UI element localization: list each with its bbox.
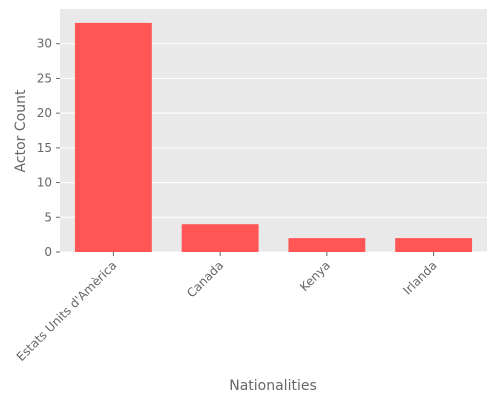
y-tick-label: 30 (37, 37, 52, 51)
y-tick-label: 5 (44, 210, 52, 224)
bar (74, 22, 152, 253)
x-tick-label: Canada (184, 258, 226, 300)
y-tick-label: 20 (37, 106, 52, 120)
bars (74, 22, 473, 253)
y-axis-title: Actor Count (13, 89, 29, 172)
y-tick-label: 10 (37, 176, 52, 190)
x-axis-title: Nationalities (229, 378, 317, 394)
bar (288, 238, 366, 252)
y-tick-label: 15 (37, 141, 52, 155)
y-tick-label: 0 (44, 245, 52, 259)
x-tick-label: Kenya (297, 258, 333, 294)
x-tick-label: Irlanda (400, 258, 439, 297)
x-tick-label: Estats Units d'Amèrica (14, 258, 120, 364)
y-tick-label: 25 (37, 71, 52, 85)
bar (395, 238, 473, 252)
x-axis-ticks: Estats Units d'Amèrica Canada Kenya Irlanda (14, 252, 440, 364)
bar (181, 224, 259, 252)
y-axis-ticks: 0 5 10 15 20 25 30 (37, 37, 60, 259)
